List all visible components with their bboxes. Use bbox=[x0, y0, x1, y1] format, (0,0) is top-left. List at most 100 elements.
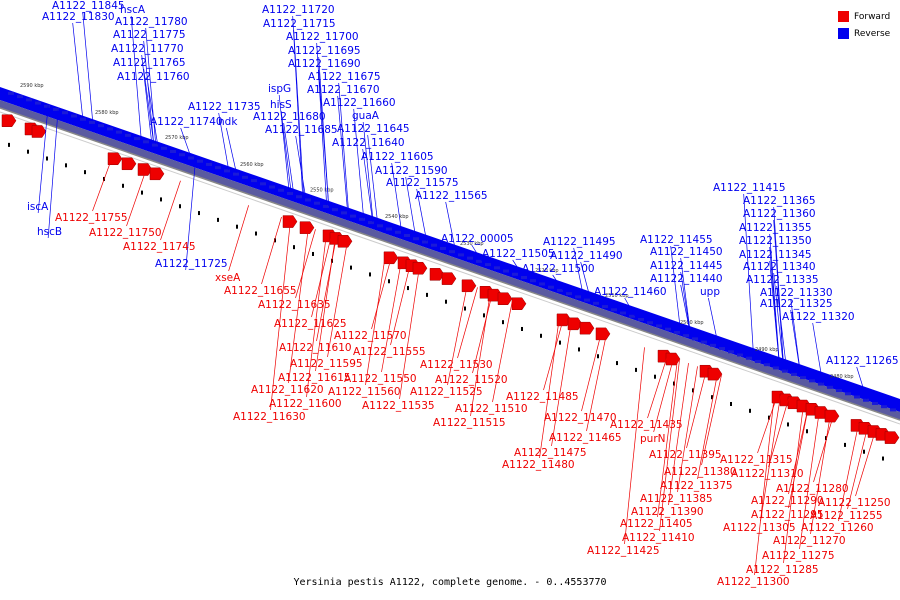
reverse-leader bbox=[337, 95, 349, 213]
reverse-gene-label: A1122_11445 bbox=[650, 260, 723, 272]
reverse-gene-label: ndk bbox=[218, 116, 238, 128]
forward-leader bbox=[647, 355, 668, 419]
reverse-gene bbox=[395, 230, 401, 234]
reverse-gene bbox=[494, 266, 500, 270]
forward-gene-label: A1122_11630 bbox=[233, 411, 306, 423]
tick-label: 2580 kbp bbox=[95, 110, 119, 116]
reverse-gene bbox=[125, 133, 131, 137]
reverse-leader bbox=[143, 40, 155, 144]
reverse-gene-label: A1122_11325 bbox=[760, 298, 833, 310]
reverse-gene bbox=[719, 347, 725, 351]
reverse-gene bbox=[35, 101, 41, 105]
forward-gene-label: A1122_11595 bbox=[290, 358, 363, 370]
forward-leader bbox=[783, 404, 804, 564]
reverse-gene bbox=[638, 317, 644, 321]
reverse-gene-label: A1122_11440 bbox=[650, 273, 723, 285]
forward-gene-label: A1122_11620 bbox=[251, 384, 324, 396]
position-marker bbox=[84, 170, 86, 175]
forward-gene bbox=[595, 327, 611, 341]
reverse-gene bbox=[557, 288, 563, 292]
tick-label: 2530 kbp bbox=[460, 241, 484, 247]
reverse-gene-label: guaA bbox=[352, 110, 380, 122]
forward-gene-label: A1122_11560 bbox=[328, 386, 401, 398]
reverse-gene-label: A1122_11680 bbox=[253, 111, 326, 123]
reverse-gene bbox=[251, 179, 257, 183]
reverse-gene-label: A1122_11455 bbox=[640, 234, 713, 246]
reverse-gene bbox=[368, 221, 374, 225]
position-marker bbox=[160, 197, 162, 202]
forward-gene bbox=[412, 261, 428, 275]
forward-leader bbox=[365, 254, 386, 386]
position-marker bbox=[673, 381, 675, 386]
reverse-leader bbox=[37, 105, 49, 214]
forward-gene bbox=[824, 409, 840, 423]
position-marker bbox=[559, 340, 561, 345]
forward-gene-label: A1122_11535 bbox=[362, 400, 435, 412]
forward-leader bbox=[539, 316, 560, 459]
reverse-gene bbox=[278, 188, 284, 192]
reverse-gene bbox=[710, 343, 716, 347]
reverse-leader bbox=[773, 219, 785, 370]
forward-gene-label: purN bbox=[640, 433, 666, 445]
reverse-leader bbox=[790, 309, 802, 376]
forward-gene-label: A1122_11305 bbox=[723, 522, 796, 534]
forward-gene bbox=[1, 114, 17, 127]
reverse-gene bbox=[782, 369, 788, 373]
reverse-gene bbox=[566, 292, 572, 296]
reverse-gene-label: A1122_11335 bbox=[746, 274, 819, 286]
reverse-leader bbox=[445, 201, 457, 252]
reverse-gene bbox=[341, 211, 347, 215]
forward-leader bbox=[657, 359, 678, 518]
forward-leader bbox=[581, 331, 602, 412]
reverse-gene bbox=[503, 269, 509, 273]
reverse-gene bbox=[359, 217, 365, 221]
reverse-gene bbox=[413, 237, 419, 241]
forward-gene bbox=[337, 235, 353, 248]
forward-gene-label: A1122_11300 bbox=[717, 576, 790, 588]
backbone-line bbox=[0, 107, 900, 421]
position-marker bbox=[198, 211, 200, 216]
forward-leader bbox=[270, 220, 291, 411]
forward-leader bbox=[668, 363, 689, 506]
forward-gene-label: A1122_11275 bbox=[762, 550, 835, 562]
forward-gene-label: A1122_11570 bbox=[334, 330, 407, 342]
forward-gene-label: A1122_11655 bbox=[224, 285, 297, 297]
reverse-gene bbox=[647, 321, 653, 325]
forward-gene-label: A1122_11750 bbox=[89, 227, 162, 239]
reverse-gene-label: A1122_11715 bbox=[263, 18, 336, 30]
reverse-gene-label: A1122_11760 bbox=[117, 71, 190, 83]
reverse-gene bbox=[548, 285, 554, 289]
reverse-gene bbox=[485, 263, 491, 267]
reverse-gene bbox=[89, 120, 95, 124]
reverse-gene bbox=[386, 227, 392, 231]
reverse-gene bbox=[584, 298, 590, 302]
forward-leader bbox=[701, 374, 722, 466]
reverse-gene bbox=[683, 334, 689, 338]
reverse-gene-label: A1122_11720 bbox=[262, 4, 335, 16]
reverse-leader bbox=[318, 69, 330, 206]
reverse-leader bbox=[680, 271, 692, 336]
reverse-gene bbox=[611, 308, 617, 312]
reverse-gene-label: A1122_11330 bbox=[760, 287, 833, 299]
backbone-shadow bbox=[0, 100, 900, 420]
reverse-gene bbox=[827, 385, 833, 389]
position-marker bbox=[749, 408, 751, 413]
position-marker bbox=[65, 163, 67, 168]
forward-leader bbox=[686, 369, 707, 449]
reverse-gene-label: A1122_11340 bbox=[743, 261, 816, 273]
reverse-gene bbox=[98, 124, 104, 128]
position-marker bbox=[312, 251, 314, 256]
forward-swatch bbox=[838, 11, 849, 22]
tick-label: 2550 kbp bbox=[310, 187, 334, 193]
forward-gene-label: A1122_11390 bbox=[631, 506, 704, 518]
forward-leader bbox=[855, 430, 876, 497]
forward-leader bbox=[381, 260, 402, 373]
reverse-gene bbox=[737, 353, 743, 357]
forward-gene-label: A1122_11470 bbox=[544, 412, 617, 424]
reverse-gene-label: A1122_11725 bbox=[155, 258, 228, 270]
reverse-gene-label: hscB bbox=[37, 226, 62, 238]
reverse-gene bbox=[314, 201, 320, 205]
reverse-gene bbox=[323, 204, 329, 208]
reverse-gene-label: A1122_11500 bbox=[522, 263, 595, 275]
